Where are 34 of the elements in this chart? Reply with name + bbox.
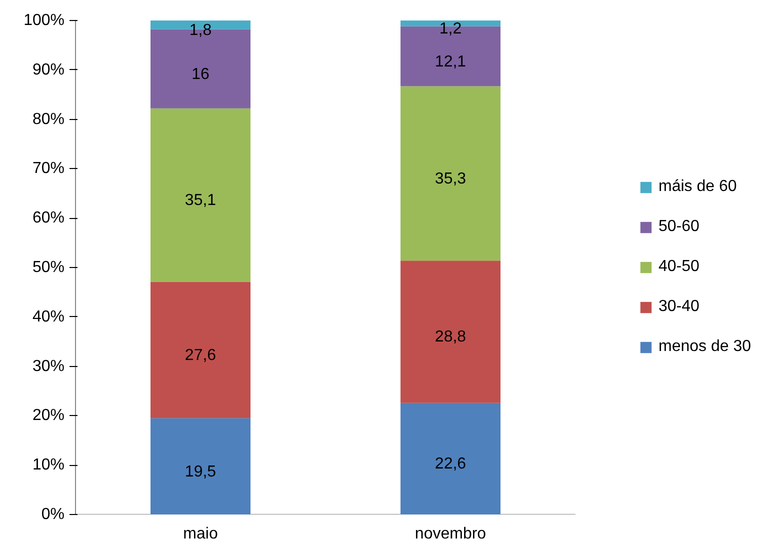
y-tick-label: 50%	[32, 259, 65, 276]
bar	[400, 260, 500, 403]
y-tick-label: 60%	[32, 210, 65, 227]
y-tick-label: 100%	[24, 12, 64, 29]
legend-label: menos de 30	[658, 338, 751, 356]
y-tick-label: 40%	[32, 308, 65, 326]
data-label: 35,1	[184, 192, 216, 210]
y-tick-label: 0%	[41, 506, 64, 523]
legend-label: 40-50	[658, 258, 700, 276]
y-tick-label: 70%	[32, 160, 65, 178]
data-label: 16	[192, 66, 210, 83]
y-tick-label: 10%	[32, 456, 65, 474]
legend-label: máis de 60	[658, 178, 737, 196]
legend-label: 30-40	[658, 298, 700, 316]
x-tick-label: maio	[183, 526, 218, 542]
bar	[150, 418, 250, 514]
data-label: 19,5	[184, 463, 216, 480]
y-tick-label: 80%	[32, 110, 65, 128]
data-label: 35,3	[434, 170, 466, 188]
bar	[150, 108, 250, 282]
data-label: 28,8	[434, 328, 466, 346]
data-label: 22,6	[434, 456, 466, 473]
bar	[400, 86, 500, 261]
data-label: 27,6	[184, 347, 216, 364]
data-label: 1,2	[439, 20, 462, 38]
data-label: 1,8	[189, 22, 212, 39]
y-tick-label: 90%	[32, 61, 65, 78]
x-tick-label: novembro	[414, 526, 486, 542]
bar	[400, 402, 500, 514]
y-tick-label: 30%	[32, 358, 65, 375]
bar	[150, 282, 250, 418]
y-tick-label: 20%	[32, 407, 65, 424]
data-label: 12,1	[434, 53, 466, 70]
legend-label: 50-60	[658, 218, 700, 236]
